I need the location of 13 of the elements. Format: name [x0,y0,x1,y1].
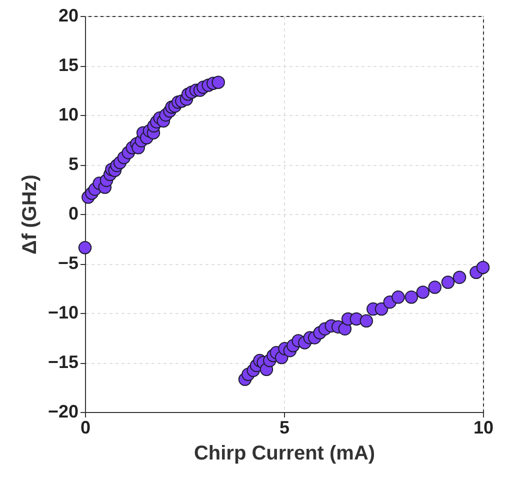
x-axis-title: Chirp Current (mA) [194,442,376,464]
y-tick-label: −20 [48,402,78,422]
x-tick-label: 5 [279,418,290,438]
y-tick-label: 15 [58,55,78,75]
y-tick-label: 10 [58,104,78,124]
y-tick-label: 20 [58,6,78,26]
y-tick-label: −15 [48,352,78,372]
y-tick-label: 5 [68,154,78,174]
y-tick-label: −10 [48,302,78,322]
y-axis-title: Δf (GHz) [18,174,41,254]
y-tick-label: 0 [68,204,78,224]
y-tick-label: −5 [58,253,78,273]
x-tick-label: 10 [473,418,494,438]
